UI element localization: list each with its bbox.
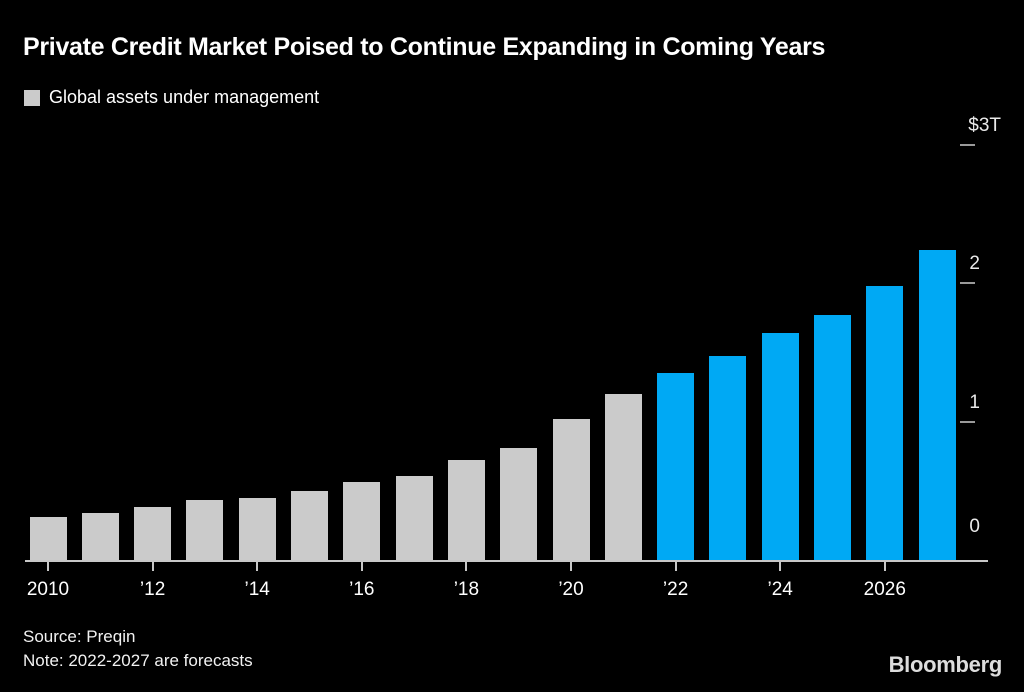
- bar-2015: [291, 490, 328, 560]
- x-label-2010: 2010: [26, 579, 70, 600]
- bar-2012: [134, 507, 172, 560]
- bar-2019: [500, 447, 538, 560]
- bar-2020: [552, 418, 590, 560]
- legend: Global assets under management: [24, 87, 319, 108]
- x-tick-2022: [674, 562, 677, 571]
- bar-2018: [447, 460, 485, 560]
- bar-2023: [709, 356, 747, 560]
- x-label-2022: ’22: [662, 579, 689, 600]
- x-label-2014: ’14: [244, 579, 270, 600]
- bar-2024: [761, 332, 799, 560]
- bar-2010: [29, 517, 67, 560]
- bar-2026: [866, 285, 904, 560]
- y-tick-1: [960, 420, 975, 423]
- y-tick-3: [960, 143, 975, 146]
- note-line: Note: 2022-2027 are forecasts: [23, 651, 253, 670]
- x-tick-2016: [360, 562, 363, 571]
- x-tick-2012: [151, 562, 154, 571]
- y-tick-2: [960, 282, 975, 284]
- bar-2022: [657, 373, 695, 560]
- bar-2014: [238, 497, 276, 560]
- footnotes: Source: Preqin Note: 2022-2027 are forec…: [23, 625, 253, 673]
- y-label-0: 0: [969, 516, 980, 537]
- bar-2016: [343, 482, 381, 560]
- y-label-2: 2: [969, 253, 980, 274]
- x-label-2026: 2026: [863, 579, 906, 600]
- x-label-2012: ’12: [139, 579, 166, 600]
- x-label-2024: ’24: [767, 579, 793, 600]
- x-tick-2024: [779, 562, 782, 571]
- bloomberg-logo: Bloomberg: [888, 652, 1003, 677]
- x-tick-2026: [883, 562, 886, 571]
- bar-2025: [814, 314, 851, 560]
- y-label-3: $3T: [968, 114, 1001, 136]
- x-tick-2018: [465, 562, 468, 571]
- y-label-1: 1: [969, 391, 980, 413]
- bar-2021: [604, 393, 642, 560]
- bar-2027: [918, 249, 956, 560]
- legend-label: Global assets under management: [49, 87, 320, 107]
- x-label-2020: ’20: [558, 579, 584, 600]
- source-line: Source: Preqin: [23, 627, 136, 646]
- x-axis-baseline: [25, 560, 988, 562]
- x-label-2016: ’16: [349, 579, 375, 600]
- bar-2013: [186, 500, 224, 560]
- chart-title: Private Credit Market Poised to Continue…: [23, 33, 826, 61]
- x-tick-2010: [47, 562, 49, 571]
- x-label-2018: ’18: [453, 579, 480, 600]
- x-tick-2014: [256, 562, 259, 571]
- bar-2017: [395, 475, 433, 560]
- bar-2011: [81, 512, 119, 560]
- x-tick-2020: [570, 562, 572, 571]
- legend-swatch-icon: [24, 89, 40, 106]
